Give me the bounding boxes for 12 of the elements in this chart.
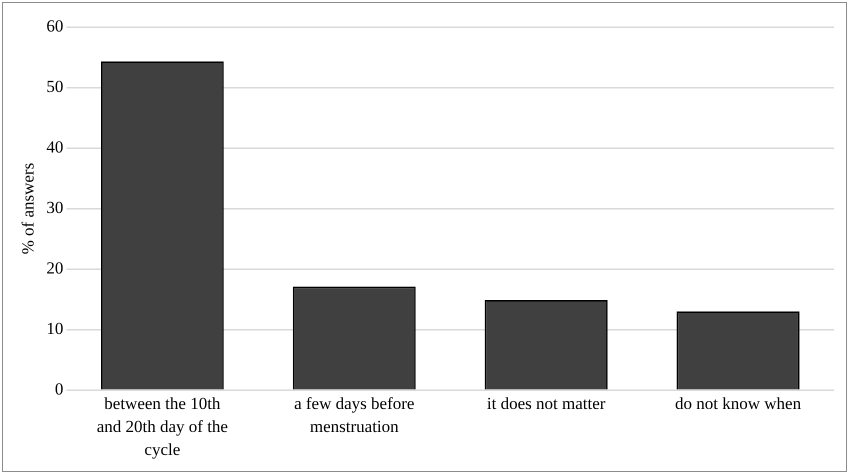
x-tick-label: do not know when xyxy=(675,394,802,414)
y-tick-label: 0 xyxy=(54,380,64,399)
y-tick-label: 30 xyxy=(46,198,64,218)
y-tick-label: 50 xyxy=(46,76,64,96)
y-tick-label: 40 xyxy=(46,138,64,157)
y-axis-title: % of answers xyxy=(18,162,38,254)
y-tick-label: 10 xyxy=(46,319,64,338)
y-tick-label: 20 xyxy=(46,258,64,278)
x-tick-label: between the 10th and 20th day of the cycle xyxy=(96,394,228,459)
x-tick-label: it does not matter xyxy=(486,394,606,414)
y-tick-label: 60 xyxy=(46,16,64,36)
x-tick-label: a few days before menstruation xyxy=(294,394,414,436)
